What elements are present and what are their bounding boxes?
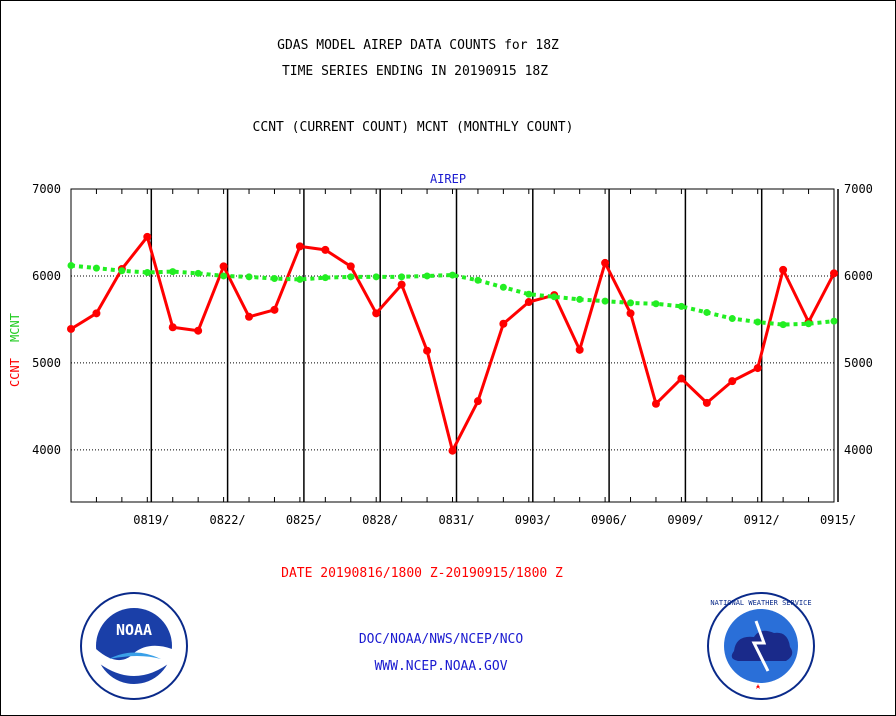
x-tick-label: 0903/ [515, 513, 551, 527]
data-point-mcnt [372, 273, 380, 281]
data-point-mcnt [499, 283, 507, 291]
data-point-mcnt [525, 290, 533, 298]
url-link[interactable]: WWW.NCEP.NOAA.GOV [374, 659, 508, 674]
data-point-ccnt [830, 269, 838, 278]
plot-area [70, 188, 835, 503]
noaa-logo-text: NOAA [116, 621, 152, 639]
data-point-mcnt [296, 275, 304, 283]
data-point-mcnt [627, 299, 635, 307]
x-tick-label: 0822/ [210, 513, 246, 527]
data-point-ccnt [651, 399, 660, 408]
data-point-mcnt [194, 269, 202, 277]
y-tick-label-left: 5000 [32, 356, 61, 370]
data-point-mcnt [474, 276, 482, 284]
data-point-ccnt [702, 398, 711, 407]
data-point-mcnt [703, 308, 711, 316]
data-point-mcnt [169, 268, 177, 276]
x-tick-label: 0831/ [438, 513, 474, 527]
data-point-mcnt [143, 268, 151, 276]
data-point-ccnt [295, 242, 304, 251]
y-tick-label-left: 6000 [32, 269, 61, 283]
data-point-mcnt [398, 273, 406, 281]
data-point-ccnt [728, 377, 737, 386]
y-tick-label-right: 4000 [844, 443, 873, 457]
chart-title-line2: TIME SERIES ENDING IN 20190915 18Z [281, 64, 549, 79]
data-point-mcnt [779, 321, 787, 329]
data-point-ccnt [219, 262, 228, 271]
x-tick-label: 0915/ [820, 513, 856, 527]
data-point-mcnt [754, 318, 762, 326]
x-tick-label: 0906/ [591, 513, 627, 527]
data-point-ccnt [626, 309, 635, 318]
data-point-mcnt [92, 264, 100, 272]
data-point-ccnt [372, 309, 381, 318]
data-point-mcnt [601, 297, 609, 305]
data-point-ccnt [143, 232, 152, 241]
data-point-mcnt [423, 272, 431, 280]
x-tick-label: 0819/ [133, 513, 169, 527]
nws-logo: NATIONAL WEATHER SERVICE [707, 592, 815, 700]
data-point-mcnt [652, 300, 660, 308]
data-point-mcnt [220, 272, 228, 280]
ylabel-ccnt: CCNT [8, 358, 22, 387]
data-point-mcnt [728, 315, 736, 323]
data-point-mcnt [321, 274, 329, 282]
nws-logo-text: NATIONAL WEATHER SERVICE [710, 599, 811, 607]
data-point-ccnt [448, 446, 457, 455]
data-point-mcnt [245, 273, 253, 281]
data-point-ccnt [92, 309, 101, 318]
data-point-ccnt [601, 258, 610, 267]
data-point-ccnt [423, 346, 432, 355]
y-tick-label-right: 7000 [844, 182, 873, 196]
x-tick-label: 0909/ [667, 513, 703, 527]
data-point-ccnt [270, 305, 279, 314]
series-line-ccnt [70, 235, 836, 453]
x-tick-label: 0912/ [744, 513, 780, 527]
data-point-mcnt [550, 293, 558, 301]
chart-title-line1: GDAS MODEL AIREP DATA COUNTS for 18Z [277, 38, 559, 53]
data-point-mcnt [118, 267, 126, 275]
data-point-ccnt [346, 262, 355, 271]
date-range: DATE 20190816/1800 Z-20190915/1800 Z [281, 566, 563, 581]
x-tick-label: 0825/ [286, 513, 322, 527]
data-point-mcnt [576, 295, 584, 303]
data-point-mcnt [270, 275, 278, 283]
x-tick-label: 0828/ [362, 513, 398, 527]
data-point-mcnt [830, 317, 838, 325]
y-tick-label-right: 6000 [844, 269, 873, 283]
data-point-mcnt [449, 271, 456, 279]
org-text: DOC/NOAA/NWS/NCEP/NCO [358, 632, 524, 647]
data-point-ccnt [499, 319, 508, 328]
data-point-ccnt [67, 324, 75, 333]
data-point-ccnt [321, 245, 330, 254]
y-tick-label-left: 4000 [32, 443, 61, 457]
y-tick-label-right: 5000 [844, 356, 873, 370]
data-point-ccnt [168, 323, 177, 332]
data-point-ccnt [677, 374, 686, 383]
data-point-ccnt [245, 312, 254, 321]
plot-title: AIREP [429, 172, 467, 186]
data-point-mcnt [67, 262, 75, 270]
data-point-ccnt [397, 280, 406, 289]
data-point-mcnt [347, 273, 355, 281]
data-point-mcnt [677, 302, 685, 310]
data-point-ccnt [779, 265, 788, 274]
data-point-ccnt [753, 364, 762, 373]
data-point-mcnt [805, 320, 813, 328]
data-point-ccnt [473, 397, 482, 406]
data-point-ccnt [575, 345, 584, 354]
data-point-ccnt [194, 326, 203, 335]
ylabel-mcnt: MCNT [8, 313, 22, 342]
data-point-ccnt [524, 298, 533, 307]
chart-subtitle: CCNT (CURRENT COUNT) MCNT (MONTHLY COUNT… [252, 120, 574, 135]
noaa-logo: NOAA [80, 592, 188, 700]
y-tick-label-left: 7000 [32, 182, 61, 196]
